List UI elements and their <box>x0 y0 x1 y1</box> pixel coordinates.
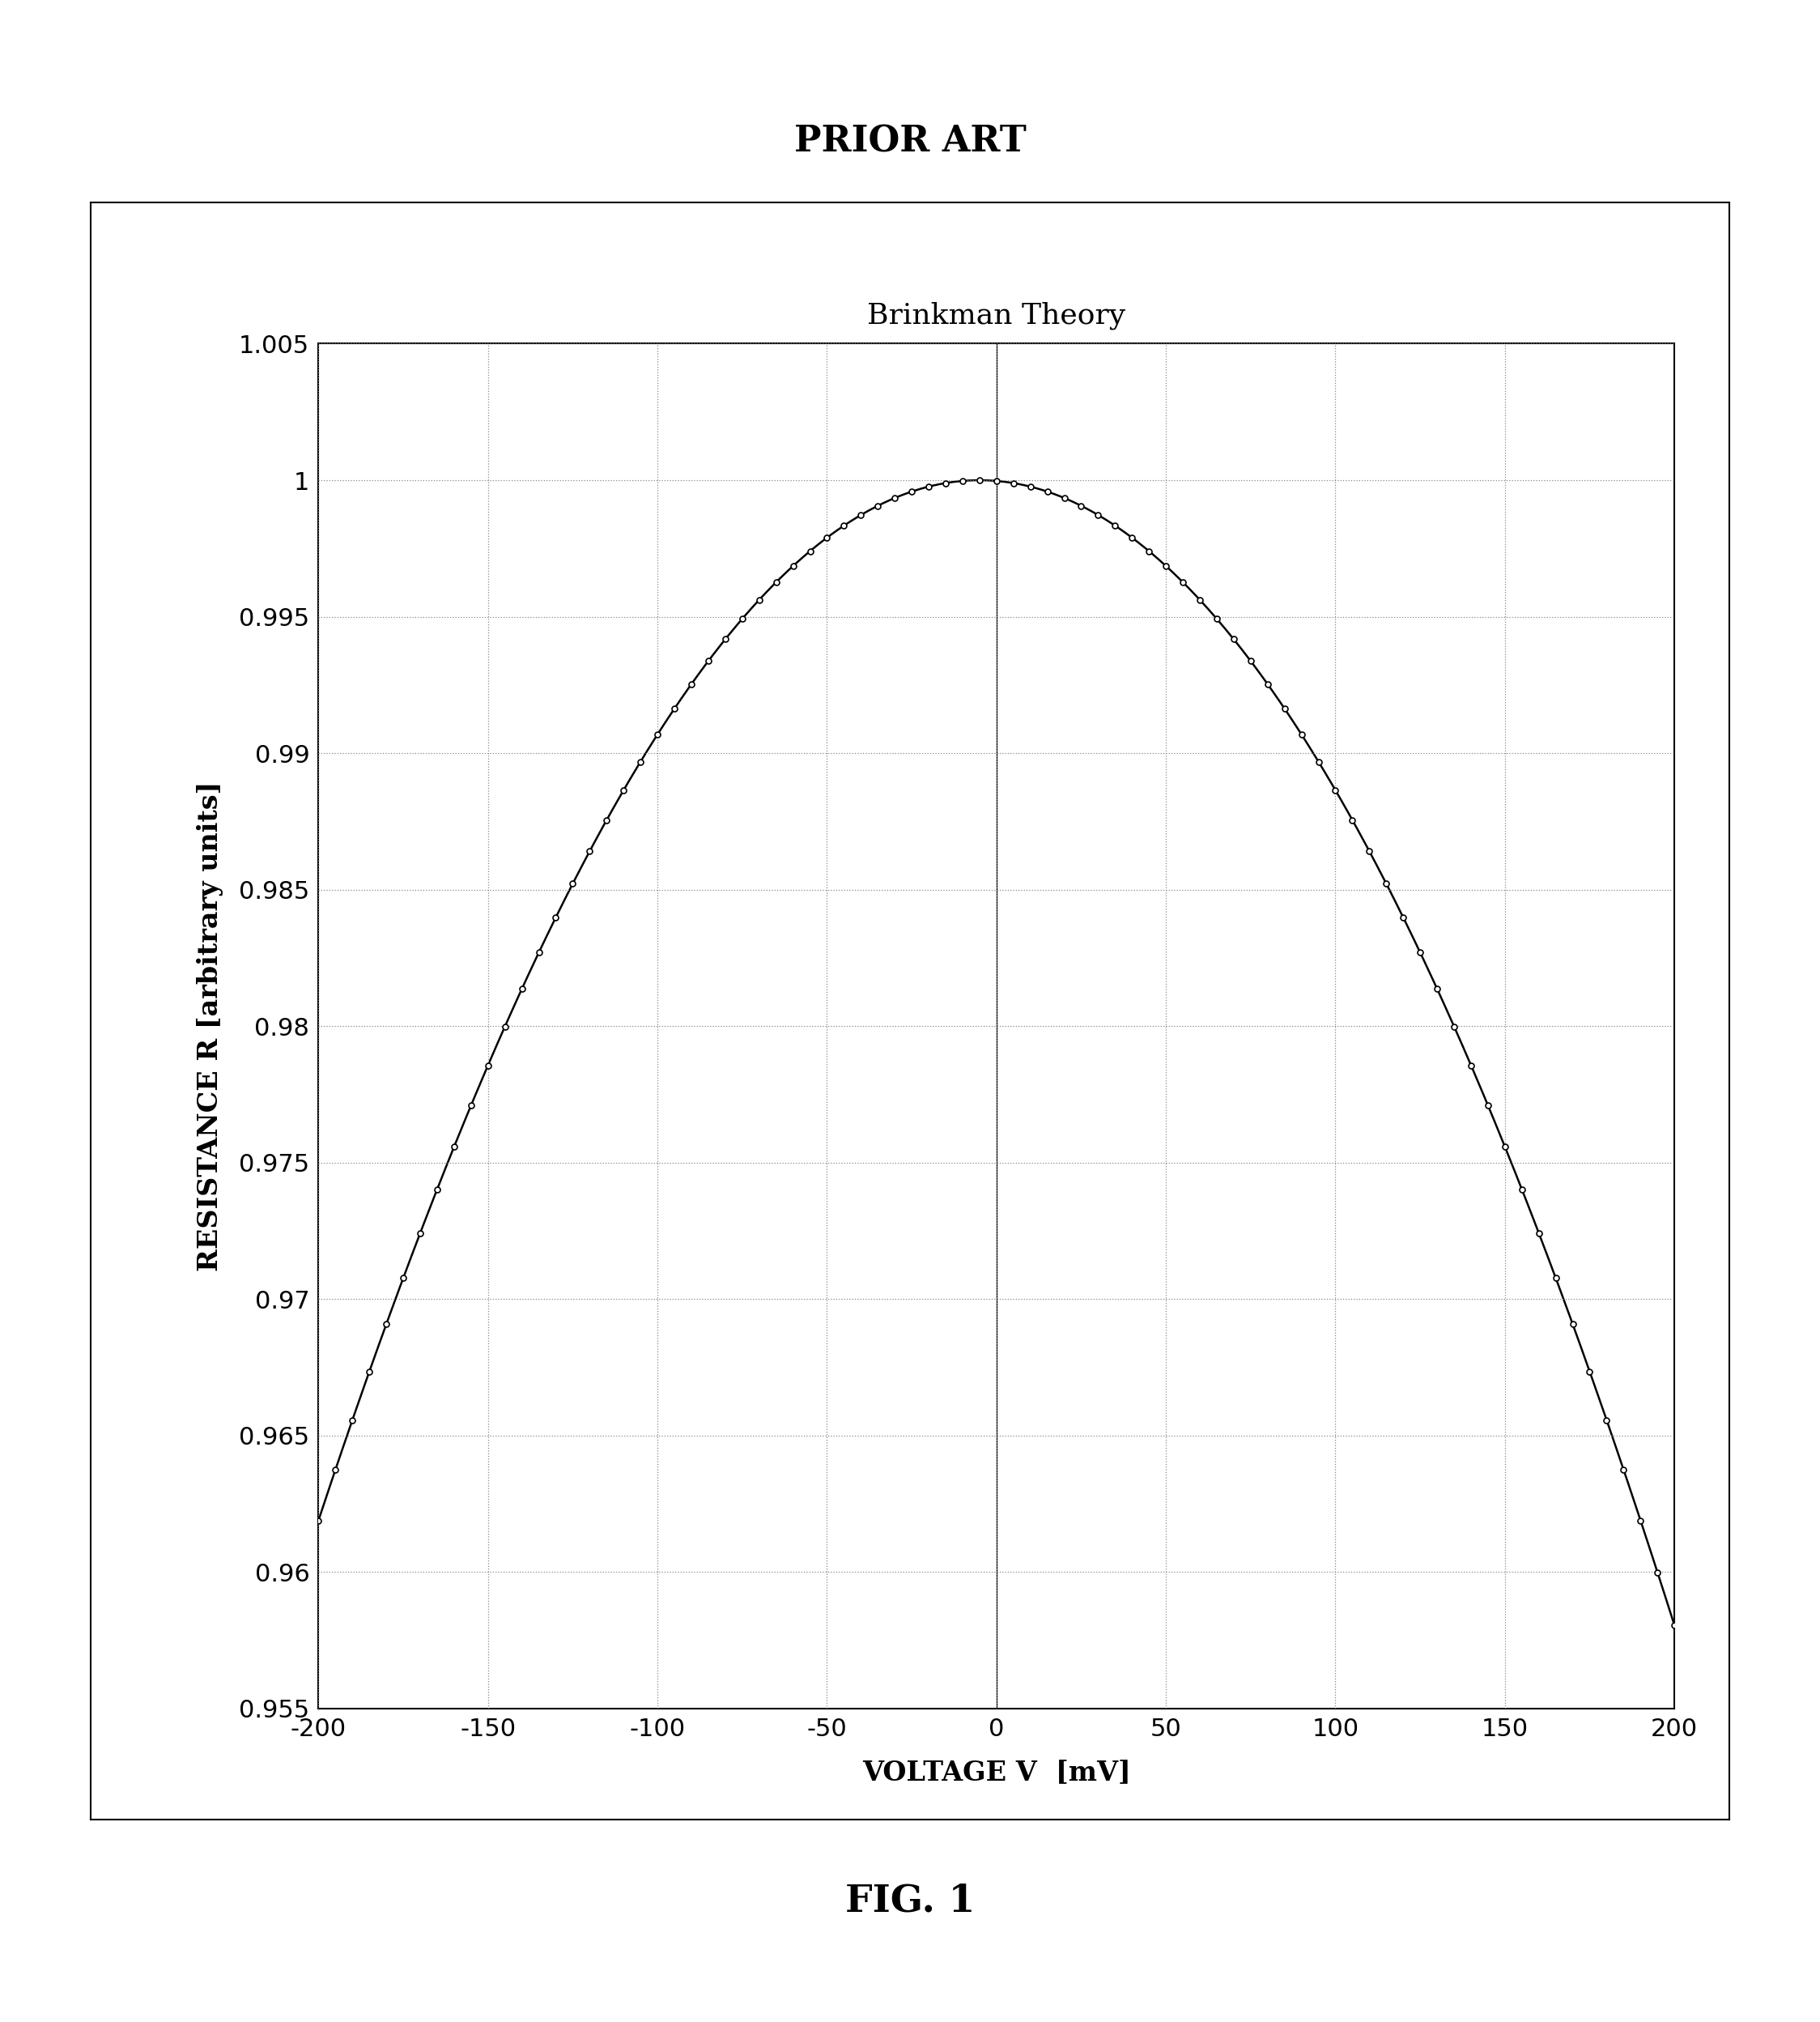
Text: FIG. 1: FIG. 1 <box>844 1882 976 1919</box>
X-axis label: VOLTAGE V  [mV]: VOLTAGE V [mV] <box>863 1759 1130 1785</box>
Title: Brinkman Theory: Brinkman Theory <box>868 301 1125 330</box>
Text: PRIOR ART: PRIOR ART <box>794 123 1026 160</box>
Y-axis label: RESISTANCE R [arbitrary units]: RESISTANCE R [arbitrary units] <box>197 780 224 1272</box>
